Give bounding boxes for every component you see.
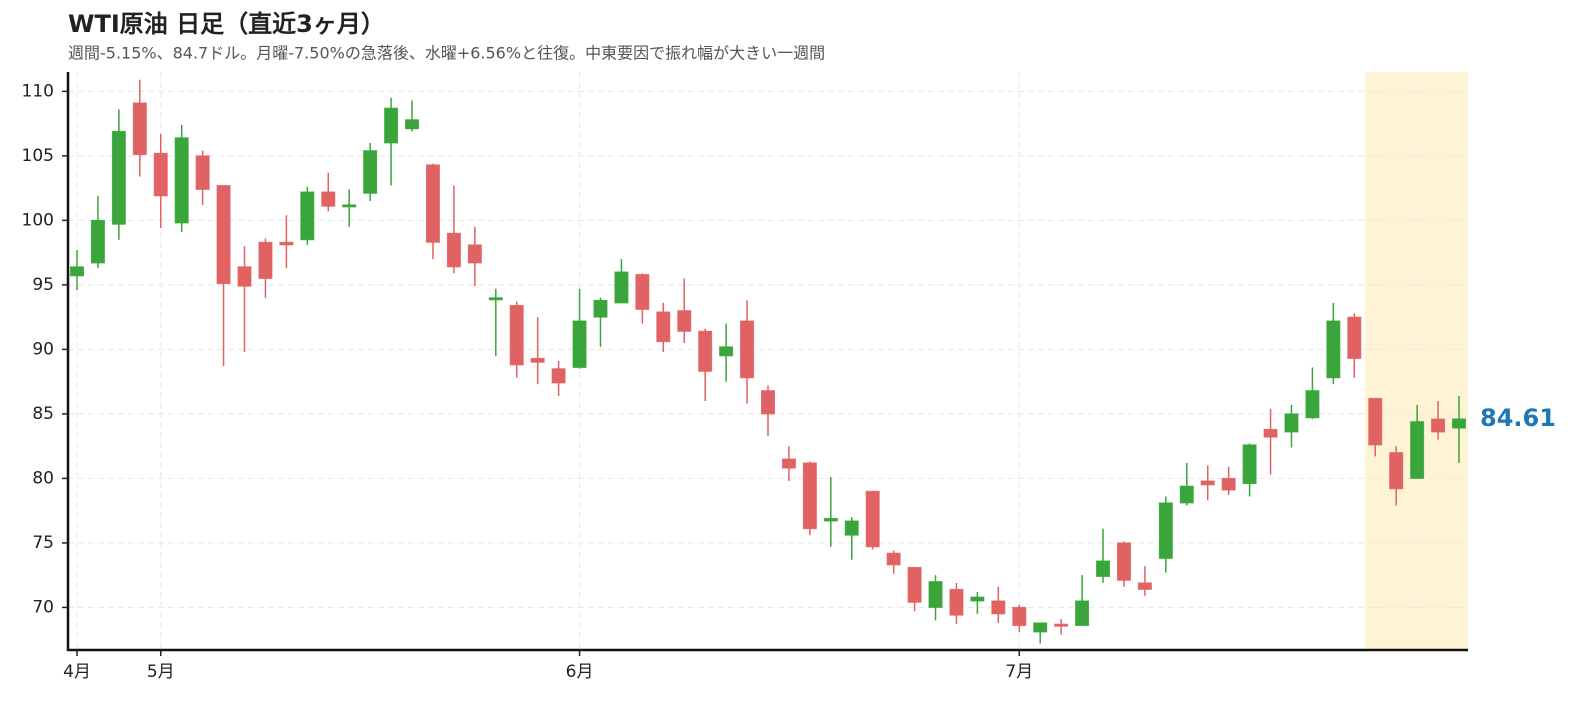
candle-body — [509, 305, 524, 366]
candle-body — [907, 566, 922, 603]
x-tick-label: 5月 — [147, 662, 175, 682]
candle-body — [886, 552, 901, 566]
candle-body — [216, 185, 231, 285]
candle-body — [321, 191, 336, 207]
y-tick-label: 75 — [32, 533, 54, 553]
candle-body — [425, 164, 440, 243]
y-tick-label: 85 — [32, 404, 54, 424]
y-tick-label: 90 — [32, 339, 54, 359]
last-price-label: 84.61 — [1480, 404, 1556, 432]
candle-body — [342, 204, 357, 208]
candle-body — [1096, 560, 1111, 577]
chart-title: WTI原油 日足（直近3ヶ月） — [68, 10, 385, 38]
candle-body — [90, 219, 105, 264]
candle-body — [1012, 606, 1027, 626]
y-tick-label: 110 — [22, 81, 54, 101]
candle-body — [384, 107, 399, 144]
candle-body — [677, 310, 692, 332]
y-tick-label: 70 — [32, 597, 54, 617]
candle-body — [300, 191, 315, 241]
y-tick-label: 105 — [22, 146, 54, 166]
candle-body — [1054, 623, 1069, 627]
candle-body — [1389, 452, 1404, 490]
candle-body — [405, 119, 420, 130]
candle-body — [1179, 485, 1194, 504]
candle-body — [865, 490, 880, 548]
candle-body — [363, 150, 378, 194]
candle-body — [949, 588, 964, 616]
candle-body — [781, 458, 796, 469]
candle-body — [1033, 622, 1048, 633]
candle-body — [1200, 480, 1215, 486]
candle-body — [1305, 390, 1320, 419]
y-tick-label: 80 — [32, 468, 54, 488]
candle-body — [1158, 502, 1173, 559]
candle-body — [111, 130, 126, 225]
candle-body — [928, 581, 943, 608]
highlight-band — [1364, 72, 1468, 650]
x-tick-label: 6月 — [566, 662, 594, 682]
candle-body — [174, 137, 189, 224]
candle-body — [844, 520, 859, 536]
candle-body — [593, 299, 608, 318]
y-tick-label: 100 — [22, 210, 54, 230]
candle-body — [488, 297, 503, 301]
candle-body — [823, 517, 838, 522]
candle-body — [1431, 418, 1446, 433]
x-tick-label: 4月 — [63, 662, 91, 682]
candle-body — [70, 266, 84, 277]
candle-body — [467, 244, 482, 264]
candle-body — [132, 102, 147, 156]
candle-body — [530, 357, 545, 363]
candle-body — [572, 320, 587, 368]
chart-subtitle: 週間-5.15%、84.7ドル。月曜-7.50%の急落後、水曜+6.56%と往復… — [68, 44, 825, 63]
x-tick-label: 7月 — [1005, 662, 1033, 682]
candle-body — [991, 600, 1006, 615]
candle-body — [1410, 421, 1425, 479]
candle-body — [740, 320, 755, 379]
candle-body — [1452, 418, 1466, 429]
candle-body — [698, 330, 713, 372]
candle-body — [279, 241, 294, 246]
candle-body — [1347, 316, 1362, 359]
candle-body — [1326, 320, 1341, 379]
candle-body — [761, 390, 775, 415]
candle-body — [719, 346, 734, 357]
candle-body — [1075, 600, 1090, 626]
candle-body — [1284, 413, 1299, 433]
candle-body — [258, 241, 273, 279]
candle-body — [802, 462, 817, 530]
candle-body — [656, 311, 671, 343]
candle-body — [1116, 542, 1131, 581]
candle-body — [1221, 477, 1236, 491]
candle-body — [153, 152, 168, 197]
y-tick-label: 95 — [32, 275, 54, 295]
candle-body — [970, 596, 985, 602]
candle-body — [1242, 444, 1257, 485]
candle-body — [635, 274, 650, 310]
candle-body — [237, 266, 252, 287]
candle-body — [1368, 397, 1383, 446]
candle-body — [446, 232, 461, 268]
candle-body — [614, 271, 629, 304]
candle-body — [551, 368, 566, 384]
candle-body — [1137, 582, 1152, 590]
candle-body — [1263, 428, 1278, 438]
candle-body — [195, 155, 210, 190]
